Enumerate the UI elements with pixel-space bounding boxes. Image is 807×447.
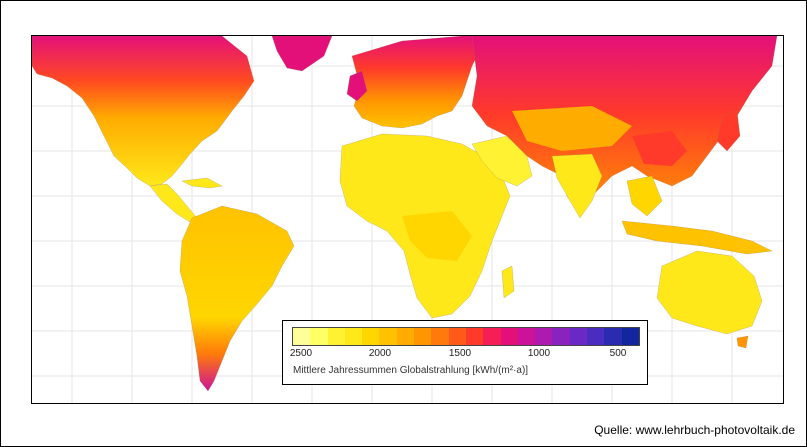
color-scale-segment	[379, 328, 397, 345]
legend-tick-500: 500	[609, 348, 627, 359]
greenland	[271, 36, 333, 72]
source-credit: Quelle: www.lehrbuch-photovoltaik.de	[594, 423, 795, 437]
color-scale-segment	[604, 328, 622, 345]
africa-central	[402, 211, 472, 261]
south-america	[179, 205, 295, 392]
color-scale-segment	[587, 328, 605, 345]
color-scale-segment	[396, 328, 415, 345]
map-canvas	[32, 36, 783, 403]
color-scale-segment	[517, 328, 536, 345]
legend-tick-1000: 1000	[527, 348, 551, 359]
legend: 2500 2000 1500 1000 500 Mittlere Jahress…	[282, 320, 648, 385]
southeast-asia	[626, 175, 663, 217]
color-scale-segment	[621, 328, 639, 345]
color-scale-segment	[310, 328, 328, 345]
color-scale-segment	[327, 328, 345, 345]
color-scale-segment	[483, 328, 501, 345]
color-scale-segment	[500, 328, 518, 345]
india	[551, 153, 603, 219]
color-scale-segment	[552, 328, 570, 345]
china-low-irradiation	[632, 131, 687, 166]
color-scale-segment	[448, 328, 466, 345]
legend-tick-2500: 2500	[289, 348, 313, 359]
australia	[656, 250, 763, 335]
color-scale-segment	[465, 328, 484, 345]
color-scale-segment	[362, 328, 380, 345]
north-america	[32, 36, 255, 187]
color-scale-segment	[569, 328, 588, 345]
caribbean	[181, 177, 223, 189]
japan	[716, 110, 741, 152]
color-scale-segment	[293, 328, 311, 345]
legend-title: Mittlere Jahressummen Globalstrahlung [k…	[293, 365, 529, 376]
legend-tick-1500: 1500	[448, 348, 472, 359]
british-isles	[346, 70, 368, 102]
central-america	[149, 183, 198, 223]
tasmania	[736, 335, 749, 349]
color-scale-segment	[344, 328, 363, 345]
europe	[351, 36, 488, 129]
central-asia	[512, 106, 632, 151]
madagascar	[501, 265, 515, 299]
legend-tick-2000: 2000	[368, 348, 392, 359]
color-scale-segment	[414, 328, 432, 345]
indonesia	[621, 220, 773, 255]
color-scale-segment	[431, 328, 449, 345]
color-scale-bar	[292, 327, 640, 346]
color-scale-segment	[535, 328, 553, 345]
